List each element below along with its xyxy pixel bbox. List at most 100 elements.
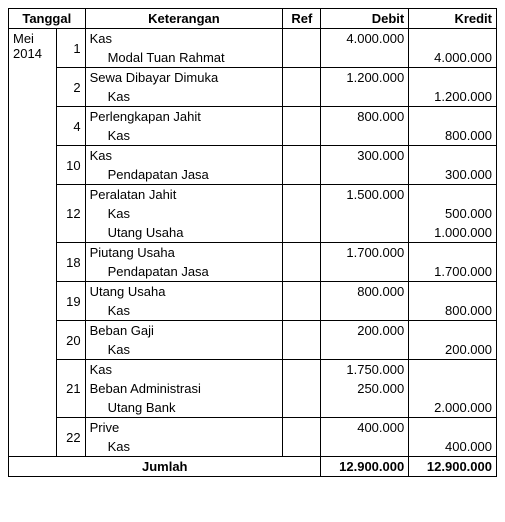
ref-cell — [283, 340, 321, 360]
kredit-cell: 2.000.000 — [409, 398, 497, 418]
kredit-cell: 500.000 — [409, 204, 497, 223]
debit-cell — [321, 223, 409, 243]
description-cell: Pendapatan Jasa — [85, 262, 283, 282]
ref-cell — [283, 418, 321, 438]
debit-cell: 1.750.000 — [321, 360, 409, 380]
debit-cell — [321, 87, 409, 107]
kredit-cell: 300.000 — [409, 165, 497, 185]
table-row: 18Piutang Usaha1.700.000 — [9, 243, 497, 263]
ref-cell — [283, 146, 321, 166]
total-kredit: 12.900.000 — [409, 457, 497, 477]
kredit-cell — [409, 360, 497, 380]
ref-cell — [283, 204, 321, 223]
kredit-cell: 1.700.000 — [409, 262, 497, 282]
kredit-cell — [409, 29, 497, 49]
debit-cell: 1.500.000 — [321, 185, 409, 205]
kredit-cell: 1.000.000 — [409, 223, 497, 243]
ref-cell — [283, 29, 321, 49]
kredit-cell — [409, 107, 497, 127]
description-cell: Beban Administrasi — [85, 379, 283, 398]
table-row: 10Kas300.000 — [9, 146, 497, 166]
description-cell: Kas — [85, 87, 283, 107]
ref-cell — [283, 398, 321, 418]
day-cell: 19 — [57, 282, 86, 321]
description-cell: Kas — [85, 204, 283, 223]
ref-cell — [283, 243, 321, 263]
day-cell: 12 — [57, 185, 86, 243]
debit-cell: 250.000 — [321, 379, 409, 398]
description-cell: Prive — [85, 418, 283, 438]
debit-cell — [321, 126, 409, 146]
day-cell: 2 — [57, 68, 86, 107]
ref-cell — [283, 360, 321, 380]
debit-cell — [321, 48, 409, 68]
table-row: 22Prive400.000 — [9, 418, 497, 438]
day-cell: 22 — [57, 418, 86, 457]
description-cell: Kas — [85, 360, 283, 380]
header-row: Tanggal Keterangan Ref Debit Kredit — [9, 9, 497, 29]
ref-cell — [283, 68, 321, 88]
kredit-cell — [409, 185, 497, 205]
debit-cell: 400.000 — [321, 418, 409, 438]
kredit-cell — [409, 321, 497, 341]
description-cell: Piutang Usaha — [85, 243, 283, 263]
day-cell: 18 — [57, 243, 86, 282]
kredit-cell — [409, 146, 497, 166]
total-label: Jumlah — [9, 457, 321, 477]
day-cell: 4 — [57, 107, 86, 146]
debit-cell: 4.000.000 — [321, 29, 409, 49]
debit-cell — [321, 301, 409, 321]
table-row: 19Utang Usaha800.000 — [9, 282, 497, 302]
ref-cell — [283, 301, 321, 321]
description-cell: Utang Usaha — [85, 282, 283, 302]
description-cell: Kas — [85, 301, 283, 321]
debit-cell: 1.200.000 — [321, 68, 409, 88]
description-cell: Beban Gaji — [85, 321, 283, 341]
kredit-cell — [409, 68, 497, 88]
description-cell: Kas — [85, 29, 283, 49]
ref-cell — [283, 185, 321, 205]
header-debit: Debit — [321, 9, 409, 29]
kredit-cell — [409, 243, 497, 263]
header-kredit: Kredit — [409, 9, 497, 29]
kredit-cell — [409, 379, 497, 398]
table-row: 21Kas1.750.000 — [9, 360, 497, 380]
description-cell: Modal Tuan Rahmat — [85, 48, 283, 68]
description-cell: Kas — [85, 340, 283, 360]
description-cell: Pendapatan Jasa — [85, 165, 283, 185]
header-tanggal: Tanggal — [9, 9, 86, 29]
description-cell: Utang Bank — [85, 398, 283, 418]
table-row: 2Sewa Dibayar Dimuka1.200.000 — [9, 68, 497, 88]
header-ref: Ref — [283, 9, 321, 29]
kredit-cell: 200.000 — [409, 340, 497, 360]
ref-cell — [283, 321, 321, 341]
description-cell: Utang Usaha — [85, 223, 283, 243]
total-debit: 12.900.000 — [321, 457, 409, 477]
description-cell: Kas — [85, 437, 283, 457]
table-row: 12Peralatan Jahit1.500.000 — [9, 185, 497, 205]
debit-cell: 1.700.000 — [321, 243, 409, 263]
debit-cell — [321, 437, 409, 457]
description-cell: Perlengkapan Jahit — [85, 107, 283, 127]
day-cell: 21 — [57, 360, 86, 418]
table-row: Mei 20141Kas4.000.000 — [9, 29, 497, 49]
ref-cell — [283, 262, 321, 282]
kredit-cell: 800.000 — [409, 301, 497, 321]
day-cell: 10 — [57, 146, 86, 185]
kredit-cell — [409, 282, 497, 302]
kredit-cell: 800.000 — [409, 126, 497, 146]
kredit-cell: 400.000 — [409, 437, 497, 457]
debit-cell — [321, 398, 409, 418]
ref-cell — [283, 379, 321, 398]
description-cell: Kas — [85, 126, 283, 146]
journal-table: Tanggal Keterangan Ref Debit Kredit Mei … — [8, 8, 497, 477]
total-row: Jumlah12.900.00012.900.000 — [9, 457, 497, 477]
description-cell: Sewa Dibayar Dimuka — [85, 68, 283, 88]
debit-cell — [321, 204, 409, 223]
table-row: 4Perlengkapan Jahit800.000 — [9, 107, 497, 127]
ref-cell — [283, 48, 321, 68]
debit-cell: 300.000 — [321, 146, 409, 166]
ref-cell — [283, 87, 321, 107]
kredit-cell: 1.200.000 — [409, 87, 497, 107]
debit-cell: 800.000 — [321, 107, 409, 127]
